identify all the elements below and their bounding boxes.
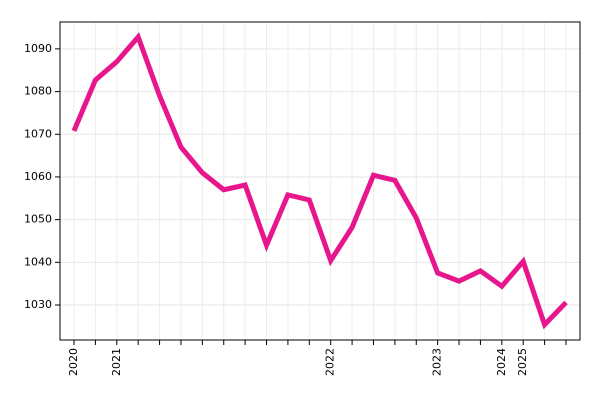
x-tick-label: 2023 <box>431 348 444 376</box>
x-tick-label: 2021 <box>110 348 123 376</box>
y-tick-label: 1090 <box>24 42 52 55</box>
x-tick-label: 2025 <box>516 348 529 376</box>
y-tick-label: 1070 <box>24 127 52 140</box>
x-tick-label: 2020 <box>67 348 80 376</box>
y-tick-label: 1050 <box>24 213 52 226</box>
x-tick-label: 2022 <box>324 348 337 376</box>
y-tick-label: 1060 <box>24 170 52 183</box>
x-tick-label: 2024 <box>495 348 508 376</box>
y-tick-label: 1030 <box>24 298 52 311</box>
y-tick-label: 1080 <box>24 85 52 98</box>
plot-frame <box>59 21 581 341</box>
y-tick-label: 1040 <box>24 255 52 268</box>
line <box>71 32 568 330</box>
